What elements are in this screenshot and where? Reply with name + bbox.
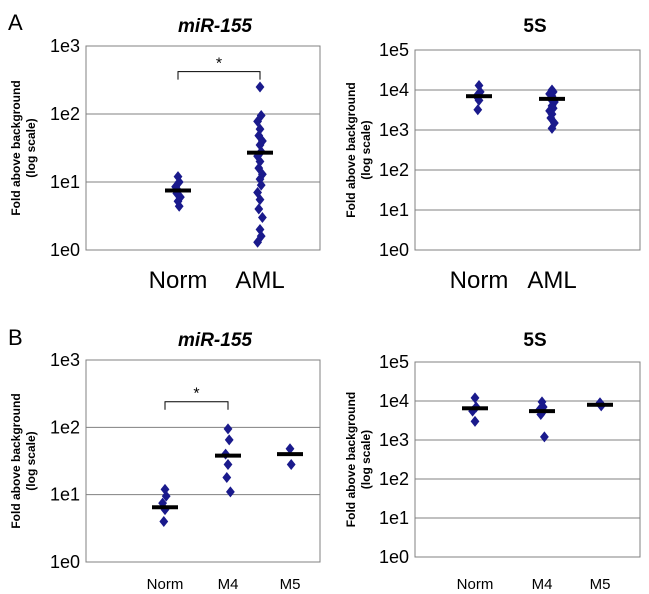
median-bar <box>466 94 492 99</box>
data-point <box>223 459 233 471</box>
y-tick-label: 1e1 <box>379 508 409 528</box>
significance-bracket <box>177 71 261 80</box>
significance-bracket <box>164 401 229 410</box>
y-tick-label: 1e0 <box>379 240 409 260</box>
y-axis-label: Fold above background <box>9 393 23 528</box>
data-point <box>285 443 295 455</box>
median-bar <box>277 452 303 457</box>
chart-title: 5S <box>523 16 546 37</box>
plot-frame <box>85 45 321 251</box>
data-point <box>255 173 265 185</box>
data-point <box>473 104 483 116</box>
y-tick-label: 1e3 <box>50 350 80 370</box>
median-bar <box>587 402 613 407</box>
y-axis-label-unit: (log scale) <box>359 120 373 179</box>
data-point <box>255 123 265 135</box>
y-tick-label: 1e0 <box>50 552 80 572</box>
data-point <box>470 415 480 427</box>
y-tick-label: 1e1 <box>379 200 409 220</box>
data-point <box>470 392 480 404</box>
significance-star: * <box>216 56 222 73</box>
median-bar <box>462 406 488 411</box>
x-category-label: M4 <box>218 576 239 593</box>
y-tick-label: 1e2 <box>379 469 409 489</box>
chart-2: 1e0 1e1 1e2 1e3 1e4 1e5 5S Fold above backgroun… <box>344 16 641 294</box>
data-point <box>286 459 296 471</box>
x-category-label: M5 <box>280 576 301 593</box>
median-bar <box>152 505 178 510</box>
y-axis-label-unit: (log scale) <box>24 118 38 177</box>
panel-letter-b: B <box>8 325 23 350</box>
significance-star: * <box>193 386 199 403</box>
x-category-label: M4 <box>532 576 553 593</box>
data-point <box>255 156 265 168</box>
chart-title: miR-155 <box>178 16 252 37</box>
data-point <box>547 122 557 134</box>
data-point <box>255 81 265 93</box>
data-point <box>254 203 264 215</box>
median-bar <box>529 409 555 414</box>
x-category-label: Norm <box>450 267 509 294</box>
panel-letter-a: A <box>8 10 23 35</box>
y-axis-label: Fold above background <box>344 392 358 527</box>
x-category-label: M5 <box>590 576 611 593</box>
y-tick-label: 1e5 <box>379 352 409 372</box>
y-tick-label: 1e4 <box>379 391 409 411</box>
y-tick-label: 1e2 <box>50 417 80 437</box>
y-tick-label: 1e1 <box>50 172 80 192</box>
y-tick-label: 1e1 <box>50 485 80 505</box>
y-tick-label: 1e0 <box>379 547 409 567</box>
data-point <box>474 94 484 106</box>
plot-frame <box>414 49 641 251</box>
y-tick-label: 1e0 <box>50 240 80 260</box>
data-point <box>159 515 169 527</box>
y-tick-label: 1e3 <box>379 120 409 140</box>
plot-frame <box>85 359 321 563</box>
data-point <box>174 200 184 212</box>
median-bar <box>165 188 191 193</box>
x-category-label: Norm <box>147 576 184 593</box>
x-category-label: AML <box>235 267 284 294</box>
data-point <box>258 212 267 224</box>
median-bar <box>539 96 565 101</box>
data-point <box>255 139 265 151</box>
median-bar <box>215 453 241 458</box>
y-tick-label: 1e2 <box>379 160 409 180</box>
x-category-label: AML <box>527 267 576 294</box>
data-point <box>474 79 484 91</box>
y-tick-label: 1e4 <box>379 80 409 100</box>
data-point <box>161 490 171 502</box>
data-point <box>223 423 233 435</box>
plot-frame <box>414 361 641 558</box>
data-point <box>540 431 549 443</box>
data-point <box>255 224 265 236</box>
y-tick-label: 1e2 <box>50 104 80 124</box>
data-point <box>253 236 262 248</box>
y-tick-label: 1e3 <box>379 430 409 450</box>
y-axis-label: Fold above background <box>9 80 23 215</box>
data-point <box>224 434 234 446</box>
y-axis-label: Fold above background <box>344 82 358 217</box>
y-axis-label-unit: (log scale) <box>359 430 373 489</box>
charts-group: 1e0 1e1 1e2 1e3 miR-155 Fold above background… <box>9 16 641 593</box>
data-point <box>222 471 232 483</box>
x-category-label: Norm <box>149 267 208 294</box>
chart-1: 1e0 1e1 1e2 1e3 miR-155 Fold above background… <box>9 16 321 294</box>
x-category-label: Norm <box>457 576 494 593</box>
y-tick-label: 1e5 <box>379 40 409 60</box>
y-tick-label: 1e3 <box>50 36 80 56</box>
chart-title: 5S <box>523 330 546 351</box>
data-point <box>226 486 235 498</box>
chart-title: miR-155 <box>178 330 252 351</box>
chart-4: 1e0 1e1 1e2 1e3 1e4 1e5 5S Fold above backgroun… <box>344 330 641 593</box>
y-axis-label-unit: (log scale) <box>24 431 38 490</box>
data-point <box>255 194 265 206</box>
chart-3: 1e0 1e1 1e2 1e3 miR-155 Fold above background… <box>9 330 321 593</box>
median-bar <box>247 150 273 155</box>
data-point <box>256 179 266 191</box>
